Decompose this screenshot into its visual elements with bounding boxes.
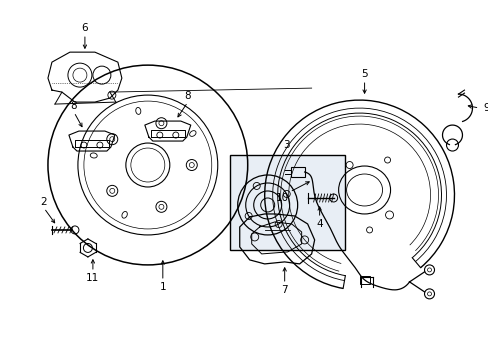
Text: 3: 3 bbox=[283, 140, 289, 150]
Text: 1: 1 bbox=[159, 282, 166, 292]
Text: 11: 11 bbox=[86, 273, 100, 283]
Text: 8: 8 bbox=[70, 101, 77, 111]
Bar bbox=[229, 155, 344, 250]
Text: 5: 5 bbox=[361, 69, 367, 79]
Text: 8: 8 bbox=[184, 91, 191, 101]
Text: 4: 4 bbox=[316, 219, 322, 229]
Text: 6: 6 bbox=[81, 23, 88, 33]
Text: 10: 10 bbox=[276, 193, 289, 203]
Text: 9: 9 bbox=[482, 103, 488, 113]
Text: 2: 2 bbox=[41, 197, 47, 207]
Bar bbox=[290, 167, 304, 177]
Text: 7: 7 bbox=[281, 285, 287, 295]
Bar bbox=[359, 276, 369, 284]
